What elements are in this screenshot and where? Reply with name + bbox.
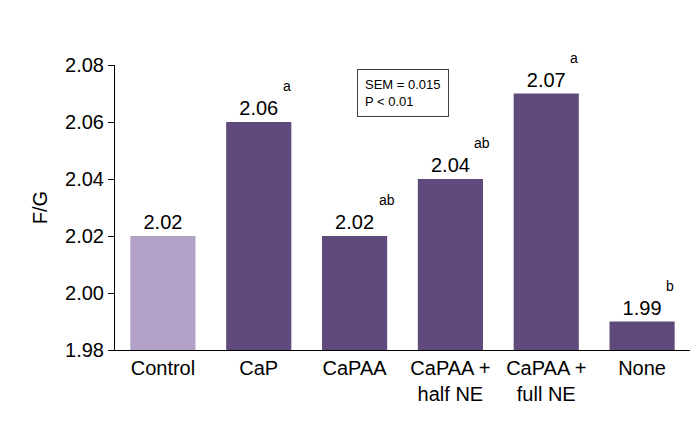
svg-text:2.02: 2.02 <box>335 211 374 233</box>
svg-text:SEM = 0.015P < 0.01: SEM = 0.015P < 0.01 <box>365 77 441 109</box>
svg-text:a: a <box>570 50 578 66</box>
svg-text:2.02: 2.02 <box>65 225 104 247</box>
svg-text:CaP: CaP <box>239 357 278 379</box>
svg-text:2.04: 2.04 <box>65 168 104 190</box>
svg-text:a: a <box>283 78 291 94</box>
svg-text:None: None <box>618 357 666 379</box>
svg-text:2.06: 2.06 <box>239 97 278 119</box>
svg-text:F/G: F/G <box>29 191 51 224</box>
svg-text:2.06: 2.06 <box>65 111 104 133</box>
svg-text:2.00: 2.00 <box>65 282 104 304</box>
svg-text:CaPAA +half NE: CaPAA +half NE <box>410 357 490 405</box>
svg-text:b: b <box>666 278 674 294</box>
svg-text:2.08: 2.08 <box>65 54 104 76</box>
svg-text:2.04: 2.04 <box>431 154 470 176</box>
svg-text:Control: Control <box>131 357 195 379</box>
svg-text:CaPAA +full NE: CaPAA +full NE <box>506 357 586 405</box>
svg-text:2.02: 2.02 <box>143 211 182 233</box>
svg-text:1.98: 1.98 <box>65 339 104 361</box>
svg-text:2.07: 2.07 <box>527 69 566 91</box>
svg-text:1.99: 1.99 <box>623 297 662 319</box>
svg-text:ab: ab <box>474 135 490 151</box>
svg-text:ab: ab <box>379 192 395 208</box>
svg-text:CaPAA: CaPAA <box>323 357 388 379</box>
